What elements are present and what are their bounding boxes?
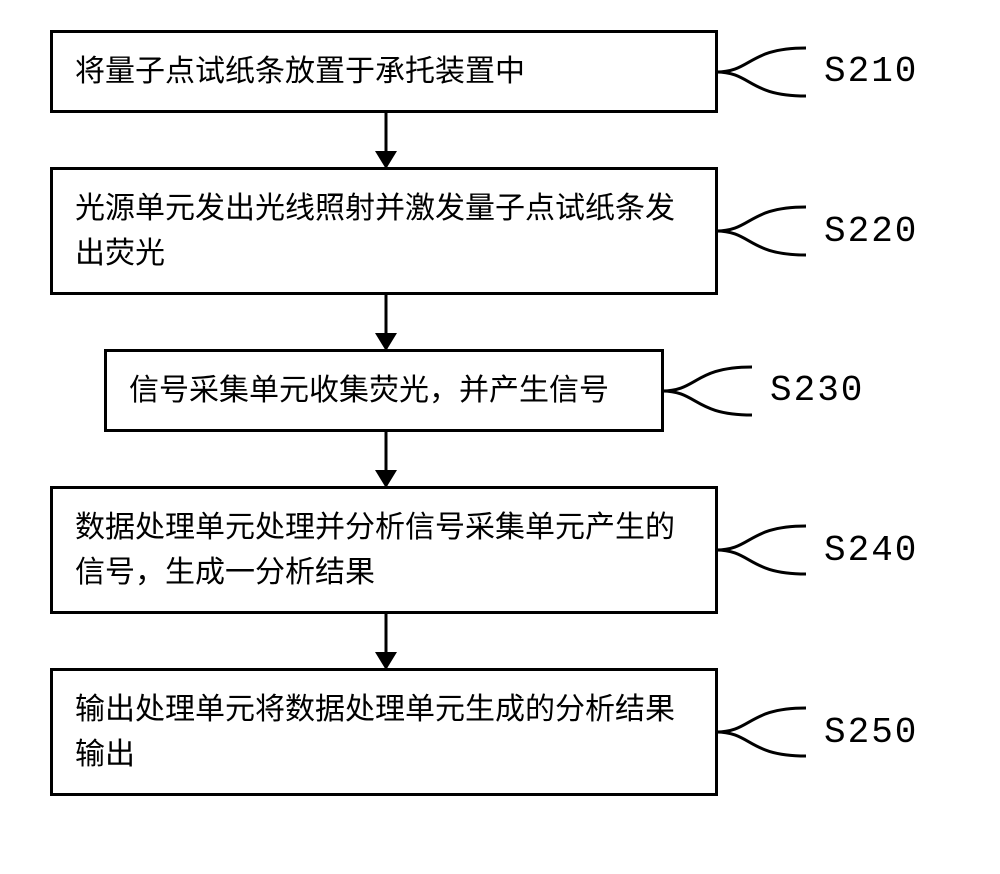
flow-step: 光源单元发出光线照射并激发量子点试纸条发出荧光 S220 — [50, 167, 950, 295]
flow-box: 信号采集单元收集荧光，并产生信号 — [104, 349, 664, 432]
step-label: S240 — [824, 530, 918, 571]
flow-box: 输出处理单元将数据处理单元生成的分析结果输出 — [50, 668, 718, 796]
step-label: S230 — [770, 370, 864, 411]
arrow-connector — [50, 295, 950, 349]
connector-curve — [662, 363, 752, 419]
flow-step: 输出处理单元将数据处理单元生成的分析结果输出 S250 — [50, 668, 950, 796]
arrow-connector — [50, 432, 950, 486]
flow-box: 将量子点试纸条放置于承托装置中 — [50, 30, 718, 113]
step-label: S210 — [824, 51, 918, 92]
flow-box: 光源单元发出光线照射并激发量子点试纸条发出荧光 — [50, 167, 718, 295]
connector-curve — [716, 44, 806, 100]
flow-box: 数据处理单元处理并分析信号采集单元产生的信号，生成一分析结果 — [50, 486, 718, 614]
flowchart-container: 将量子点试纸条放置于承托装置中 S210 光源单元发出光线照射并激发量子点试纸条发出… — [50, 30, 950, 796]
connector-curve — [716, 704, 806, 760]
arrow-connector — [50, 113, 950, 167]
connector-curve — [716, 522, 806, 578]
step-label: S220 — [824, 211, 918, 252]
connector-curve — [716, 203, 806, 259]
flow-step: 信号采集单元收集荧光，并产生信号 S230 — [50, 349, 950, 432]
arrow-connector — [50, 614, 950, 668]
flow-step: 将量子点试纸条放置于承托装置中 S210 — [50, 30, 950, 113]
flow-step: 数据处理单元处理并分析信号采集单元产生的信号，生成一分析结果 S240 — [50, 486, 950, 614]
step-label: S250 — [824, 712, 918, 753]
